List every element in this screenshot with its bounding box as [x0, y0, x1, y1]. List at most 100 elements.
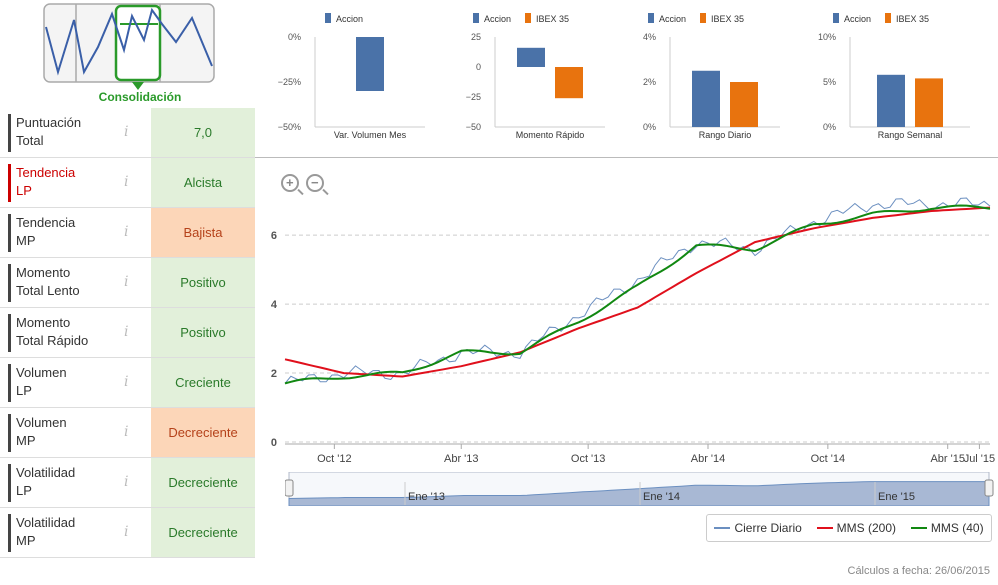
- navigator-label: Ene '15: [878, 491, 915, 503]
- indicator-value: Bajista: [151, 208, 255, 257]
- price-chart[interactable]: 0 2 4 6 Oct '12 Abr '13 Oct '13 Abr '14 Oct '14 A…: [255, 160, 998, 470]
- info-icon[interactable]: i: [124, 374, 129, 390]
- legend-swatch: [885, 13, 891, 23]
- indicator-value: Positivo: [151, 258, 255, 307]
- indicator-label: Volumen MP: [8, 414, 118, 452]
- indicator-label: Volumen LP: [8, 364, 118, 402]
- series-cierre-diario[interactable]: [284, 197, 991, 384]
- info-icon[interactable]: i: [124, 174, 129, 190]
- legend-swatch: [525, 13, 531, 23]
- bar[interactable]: [517, 47, 545, 67]
- indicator-value: Decreciente: [151, 508, 255, 557]
- tick-label: 0%: [643, 122, 656, 132]
- bar[interactable]: [356, 37, 384, 91]
- legend-mms200[interactable]: MMS (200): [816, 521, 896, 535]
- y-tick-label: 6: [271, 230, 277, 242]
- zoom-out-button[interactable]: −: [306, 174, 324, 192]
- indicator-row: Volatilidad MP i Decreciente: [0, 508, 255, 558]
- legend-mms40[interactable]: MMS (40): [910, 521, 984, 535]
- x-tick-label: Oct '14: [811, 453, 846, 465]
- tick-label: 2%: [643, 77, 656, 87]
- zoom-in-button[interactable]: +: [281, 174, 299, 192]
- legend-swatch: [473, 13, 479, 23]
- info-icon[interactable]: i: [124, 124, 129, 140]
- y-tick-label: 2: [271, 368, 277, 380]
- legend-label: IBEX 35: [896, 14, 929, 24]
- chart-legend: Cierre Diario MMS (200) MMS (40): [706, 514, 992, 542]
- indicator-label: Volatilidad LP: [8, 464, 118, 502]
- tick-label: 0%: [288, 32, 301, 42]
- indicator-label: Momento Total Lento: [8, 264, 118, 302]
- info-icon[interactable]: i: [124, 474, 129, 490]
- indicator-row: Tendencia MP i Bajista: [0, 208, 255, 258]
- legend-swatch: [833, 13, 839, 23]
- x-tick-label: Jul '15: [964, 453, 995, 465]
- legend-label: Accion: [659, 14, 686, 24]
- bar[interactable]: [555, 67, 583, 99]
- bar[interactable]: [692, 70, 720, 127]
- bar[interactable]: [915, 78, 943, 127]
- indicator-table: Puntuación Total i 7,0 Tendencia LP i Alcista Te…: [0, 108, 255, 558]
- y-tick-label: 0: [271, 437, 277, 449]
- indicator-label: Momento Total Rápido: [8, 314, 118, 352]
- indicator-label: Puntuación Total: [8, 114, 118, 152]
- series-mms-200[interactable]: [284, 206, 991, 378]
- info-icon[interactable]: i: [124, 324, 129, 340]
- mini-chart-momento: Accion IBEX 35 25 0 −25 −50 Momento Rápido: [466, 13, 605, 140]
- info-icon[interactable]: i: [124, 524, 129, 540]
- tick-label: 0: [476, 62, 481, 72]
- info-icon[interactable]: i: [124, 274, 129, 290]
- zoom-in-icon: +: [286, 175, 294, 190]
- divider: [255, 157, 998, 158]
- mini-chart-volumen: Accion 0% −25% −50% Var. Volumen Mes: [278, 13, 425, 140]
- indicator-label: Tendencia LP: [8, 164, 118, 202]
- x-tick-label: Abr '14: [691, 453, 726, 465]
- series-mms-40[interactable]: [284, 204, 991, 385]
- bar[interactable]: [730, 82, 758, 127]
- tick-label: 10%: [818, 32, 836, 42]
- tick-label: 4%: [643, 32, 656, 42]
- bar[interactable]: [877, 74, 905, 127]
- indicator-value: Creciente: [151, 358, 255, 407]
- mini-chart-rango-semanal: Accion IBEX 35 10% 5% 0% Rango Semanal: [818, 13, 970, 140]
- indicator-value: Positivo: [151, 308, 255, 357]
- tick-label: −50: [466, 122, 481, 132]
- mini-chart-title: Rango Semanal: [878, 130, 943, 140]
- legend-swatch: [700, 13, 706, 23]
- legend-label: Accion: [844, 14, 871, 24]
- legend-label: IBEX 35: [536, 14, 569, 24]
- info-icon[interactable]: i: [124, 424, 129, 440]
- mini-chart-title: Rango Diario: [699, 130, 752, 140]
- indicator-row: Tendencia LP i Alcista: [0, 158, 255, 208]
- zoom-out-icon: −: [311, 175, 319, 190]
- legend-swatch: [648, 13, 654, 23]
- navigator-label: Ene '14: [643, 491, 680, 503]
- indicator-value: Decreciente: [151, 408, 255, 457]
- calc-date: Cálculos a fecha: 26/06/2015: [847, 565, 991, 577]
- y-tick-label: 4: [271, 299, 278, 311]
- info-icon[interactable]: i: [124, 224, 129, 240]
- indicator-value: Decreciente: [151, 458, 255, 507]
- mini-chart-title: Var. Volumen Mes: [334, 130, 407, 140]
- indicator-value: Alcista: [151, 158, 255, 207]
- indicator-label: Tendencia MP: [8, 214, 118, 252]
- legend-cierre[interactable]: Cierre Diario: [714, 521, 802, 535]
- chart-navigator[interactable]: Ene '13 Ene '14 Ene '15: [285, 472, 995, 506]
- consolidation-pattern-icon: [43, 3, 215, 90]
- navigator-label: Ene '13: [408, 491, 445, 503]
- x-tick-label: Oct '12: [317, 453, 352, 465]
- indicator-label: Volatilidad MP: [8, 514, 118, 552]
- navigator-left-handle[interactable]: [285, 479, 294, 497]
- legend-swatch: [325, 13, 331, 23]
- legend-label: Accion: [484, 14, 511, 24]
- pattern-label: Consolidación: [98, 90, 182, 104]
- legend-label: Accion: [336, 14, 363, 24]
- tick-label: −50%: [278, 122, 301, 132]
- x-tick-label: Abr '15: [930, 453, 965, 465]
- tick-label: 25: [471, 32, 481, 42]
- indicator-row: Puntuación Total i 7,0: [0, 108, 255, 158]
- indicator-row: Volatilidad LP i Decreciente: [0, 458, 255, 508]
- indicator-row: Volumen LP i Creciente: [0, 358, 255, 408]
- indicator-row: Momento Total Rápido i Positivo: [0, 308, 255, 358]
- navigator-right-handle[interactable]: [984, 479, 994, 497]
